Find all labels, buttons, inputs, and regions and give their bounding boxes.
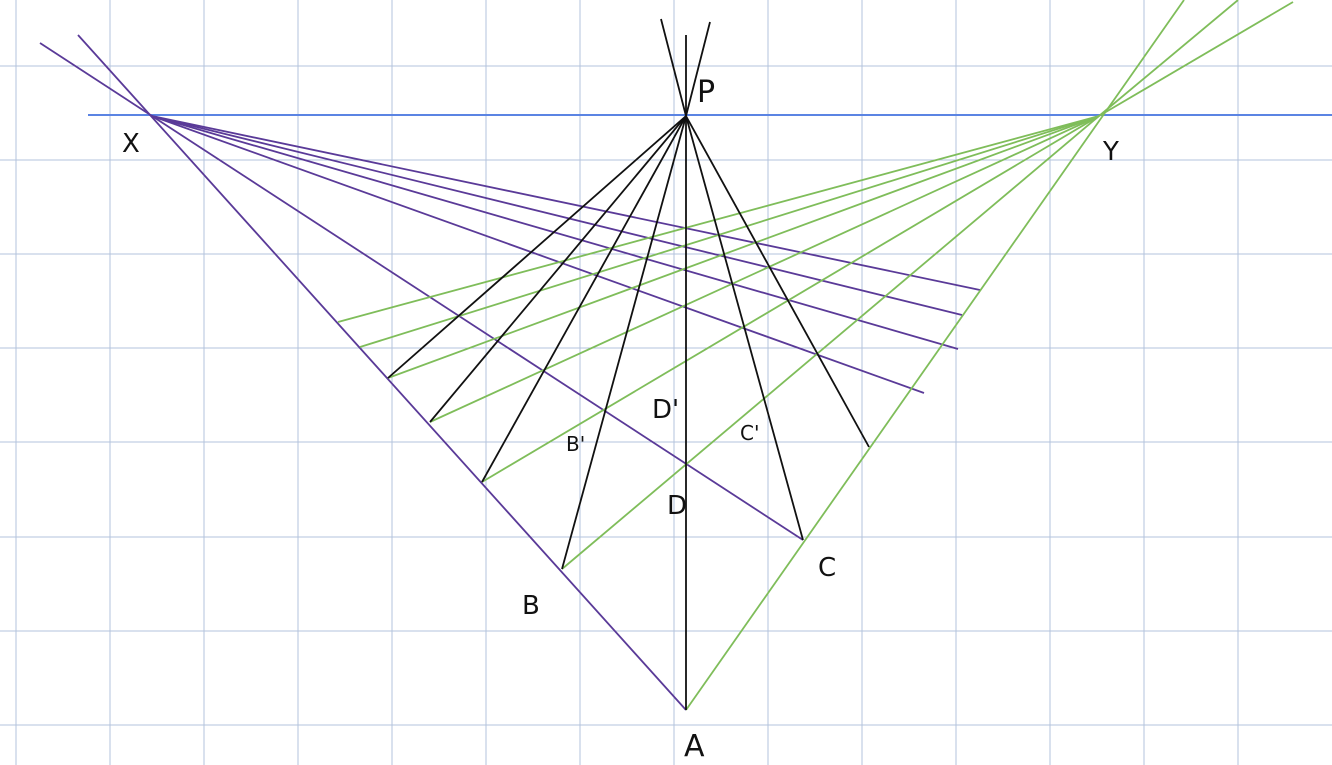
label-c: C bbox=[818, 553, 836, 583]
ray-from-p bbox=[429, 115, 687, 423]
ray-from-p bbox=[387, 115, 687, 379]
ray-from-y bbox=[481, 115, 1100, 483]
ray-from-x bbox=[151, 115, 959, 350]
ray-from-y bbox=[337, 115, 1100, 323]
ray-from-p bbox=[481, 115, 687, 483]
ray-from-p bbox=[660, 18, 687, 117]
label-b-prime: B' bbox=[566, 432, 585, 456]
rays-from-p bbox=[387, 18, 870, 710]
ray-from-x bbox=[151, 115, 963, 316]
label-b: B bbox=[522, 591, 540, 621]
ray-from-y bbox=[561, 115, 1100, 570]
ray-from-p bbox=[561, 115, 687, 570]
ray-from-y bbox=[387, 115, 1100, 379]
ray-from-x bbox=[77, 34, 687, 711]
ray-from-x bbox=[151, 115, 925, 394]
ray-from-y bbox=[685, 0, 1185, 711]
point-labels: P X Y A B C D B' D' C' bbox=[122, 75, 1119, 764]
ray-from-x bbox=[151, 115, 981, 291]
ray-from-y bbox=[1098, 1, 1294, 117]
ray-from-x bbox=[39, 42, 153, 117]
ray-from-x bbox=[151, 115, 804, 541]
ray-from-p bbox=[685, 21, 711, 117]
ray-from-p bbox=[685, 115, 870, 448]
label-c-prime: C' bbox=[740, 421, 759, 445]
label-p: P bbox=[697, 75, 715, 110]
label-y: Y bbox=[1102, 137, 1119, 167]
rays-from-x bbox=[39, 34, 981, 711]
label-x: X bbox=[122, 129, 140, 159]
ray-from-y bbox=[1098, 0, 1239, 117]
rays-from-y bbox=[337, 0, 1294, 711]
label-a: A bbox=[684, 729, 705, 764]
ray-from-y bbox=[359, 115, 1100, 348]
ray-from-y bbox=[429, 115, 1100, 423]
label-d: D bbox=[667, 491, 687, 521]
label-d-prime: D' bbox=[652, 395, 679, 425]
ray-from-p bbox=[685, 115, 804, 541]
